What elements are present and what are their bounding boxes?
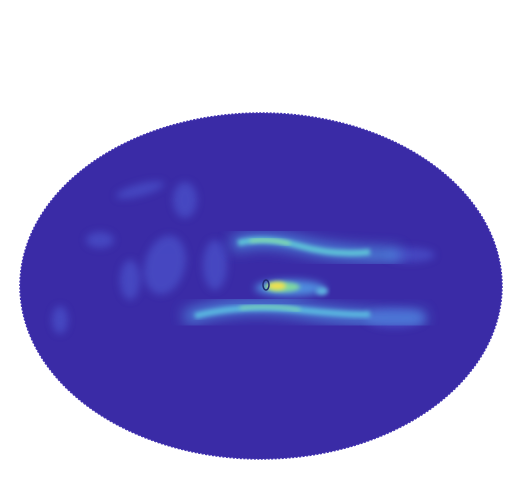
emission [52, 181, 435, 334]
